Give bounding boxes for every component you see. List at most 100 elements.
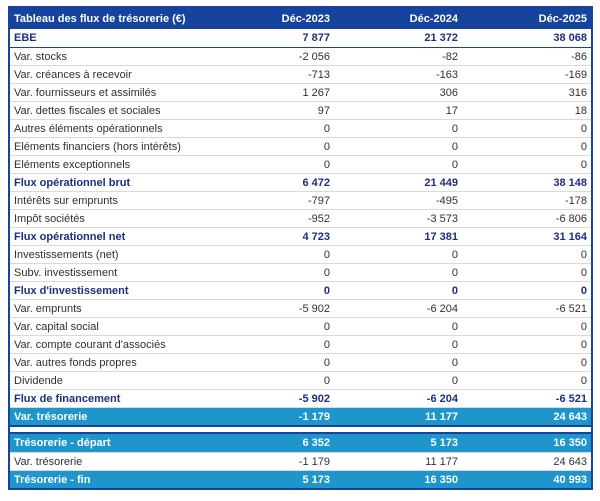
table-row: Flux de financement -5 902 -6 204 -6 521 xyxy=(10,389,591,407)
cell-value: -5 902 xyxy=(298,392,330,405)
cell-value: -169 xyxy=(564,68,587,81)
row-label: Intérêts sur emprunts xyxy=(14,194,118,207)
cell-value: 0 xyxy=(451,140,458,153)
cell-value: 0 xyxy=(323,320,330,333)
cell-value: 0 xyxy=(451,320,458,333)
cell-value: 0 xyxy=(451,374,458,387)
row-label: Var. emprunts xyxy=(14,302,82,315)
cell-value: 0 xyxy=(323,284,330,297)
cell-value: 0 xyxy=(323,248,330,261)
cell-value: 16 350 xyxy=(424,473,458,486)
cell-value: 6 352 xyxy=(302,437,330,449)
cell-value: -1 179 xyxy=(298,410,330,423)
row-label: Var. trésorerie xyxy=(14,455,83,468)
cell-value: -495 xyxy=(435,194,458,207)
table-row: EBE 7 877 21 372 38 068 xyxy=(10,29,591,47)
row-label: EBE xyxy=(14,32,37,44)
row-label: Flux d'investissement xyxy=(14,284,129,297)
cell-value: -797 xyxy=(307,194,330,207)
table-row: Flux d'investissement 0 0 0 xyxy=(10,281,591,299)
cell-value: -2 056 xyxy=(298,50,330,63)
row-label: Flux de financement xyxy=(14,392,121,405)
cell-value: 5 173 xyxy=(430,437,458,449)
table-row: Impôt sociétés -952 -3 573 -6 806 xyxy=(10,209,591,227)
cell-value: 0 xyxy=(580,320,587,333)
table-row: Var. autres fonds propres 0 0 0 xyxy=(10,353,591,371)
cell-value: 38 068 xyxy=(553,32,587,44)
table-row: Var. emprunts -5 902 -6 204 -6 521 xyxy=(10,299,591,317)
table-row: Var. créances à recevoir -713 -163 -169 xyxy=(10,65,591,83)
table-row: Var. trésorerie -1 179 11 177 24 643 xyxy=(10,407,591,425)
row-label: Var. créances à recevoir xyxy=(14,68,132,81)
row-label: Var. capital social xyxy=(14,320,99,333)
row-label: Eléments exceptionnels xyxy=(14,158,131,171)
cell-value: -6 521 xyxy=(555,392,587,405)
column-header-dec-2023: Déc-2023 xyxy=(281,12,330,25)
cell-value: 16 350 xyxy=(553,437,587,449)
cell-value: 0 xyxy=(451,248,458,261)
table-row: Intérêts sur emprunts -797 -495 -178 xyxy=(10,191,591,209)
row-label: Trésorerie - fin xyxy=(14,473,91,486)
table-title: Tableau des flux de trésorerie (€) xyxy=(14,12,186,25)
cashflow-table: Tableau des flux de trésorerie (€) Déc-2… xyxy=(8,6,593,490)
cell-value: 4 723 xyxy=(302,230,330,243)
cell-value: -952 xyxy=(307,212,330,225)
table-bottom-block: Trésorerie - départ 6 352 5 173 16 350 Var. … xyxy=(10,434,591,488)
table-row: Subv. investissement 0 0 0 xyxy=(10,263,591,281)
row-label: Trésorerie - départ xyxy=(14,437,111,449)
cell-value: 0 xyxy=(323,266,330,279)
cell-value: 0 xyxy=(451,158,458,171)
row-label: Flux opérationnel brut xyxy=(14,176,131,189)
row-label: Subv. investissement xyxy=(14,266,118,279)
row-label: Dividende xyxy=(14,374,63,387)
cell-value: 0 xyxy=(451,356,458,369)
row-label: Var. autres fonds propres xyxy=(14,356,137,369)
row-label: Var. trésorerie xyxy=(14,410,88,423)
cell-value: 97 xyxy=(317,104,330,117)
cell-value: 0 xyxy=(580,122,587,135)
cell-value: 5 173 xyxy=(302,473,330,486)
cell-value: -82 xyxy=(442,50,458,63)
table-row: Trésorerie - départ 6 352 5 173 16 350 xyxy=(10,434,591,452)
cell-value: -6 806 xyxy=(555,212,587,225)
cell-value: 18 xyxy=(574,104,587,117)
cell-value: 0 xyxy=(323,158,330,171)
cell-value: 0 xyxy=(580,356,587,369)
cell-value: 11 177 xyxy=(425,455,458,468)
cell-value: -86 xyxy=(571,50,587,63)
cell-value: 0 xyxy=(323,338,330,351)
cell-value: 11 177 xyxy=(424,410,458,423)
cell-value: 0 xyxy=(580,374,587,387)
cell-value: 1 267 xyxy=(302,86,330,99)
table-row: Investissements (net) 0 0 0 xyxy=(10,245,591,263)
row-label: Var. compte courant d'associés xyxy=(14,338,166,351)
table-row: Trésorerie - fin 5 173 16 350 40 993 xyxy=(10,470,591,488)
cell-value: 0 xyxy=(580,140,587,153)
cell-value: -3 573 xyxy=(426,212,458,225)
cell-value: 6 472 xyxy=(302,176,330,189)
table-row: Var. dettes fiscales et sociales 97 17 18 xyxy=(10,101,591,119)
row-label: Investissements (net) xyxy=(14,248,119,261)
table-row: Eléments exceptionnels 0 0 0 xyxy=(10,155,591,173)
table-body: EBE 7 877 21 372 38 068 Var. stocks -2 056 -82… xyxy=(10,29,591,425)
cell-value: 38 148 xyxy=(553,176,587,189)
cell-value: 0 xyxy=(323,356,330,369)
cell-value: -1 179 xyxy=(298,455,330,468)
table-row: Flux opérationnel net 4 723 17 381 31 164 xyxy=(10,227,591,245)
table-row: Autres éléments opérationnels 0 0 0 xyxy=(10,119,591,137)
cell-value: 0 xyxy=(451,338,458,351)
cell-value: 0 xyxy=(580,266,587,279)
cell-value: 17 xyxy=(445,104,458,117)
table-row: Dividende 0 0 0 xyxy=(10,371,591,389)
cell-value: 21 372 xyxy=(424,32,458,44)
cell-value: 17 381 xyxy=(424,230,458,243)
cell-value: 0 xyxy=(323,374,330,387)
table-row: Var. fournisseurs et assimilés 1 267 306 31… xyxy=(10,83,591,101)
table-row: Var. compte courant d'associés 0 0 0 xyxy=(10,335,591,353)
cell-value: -5 902 xyxy=(298,302,330,315)
cell-value: 21 449 xyxy=(424,176,458,189)
cell-value: 0 xyxy=(580,248,587,261)
cell-value: 0 xyxy=(451,266,458,279)
cell-value: 0 xyxy=(323,140,330,153)
cell-value: 0 xyxy=(323,122,330,135)
